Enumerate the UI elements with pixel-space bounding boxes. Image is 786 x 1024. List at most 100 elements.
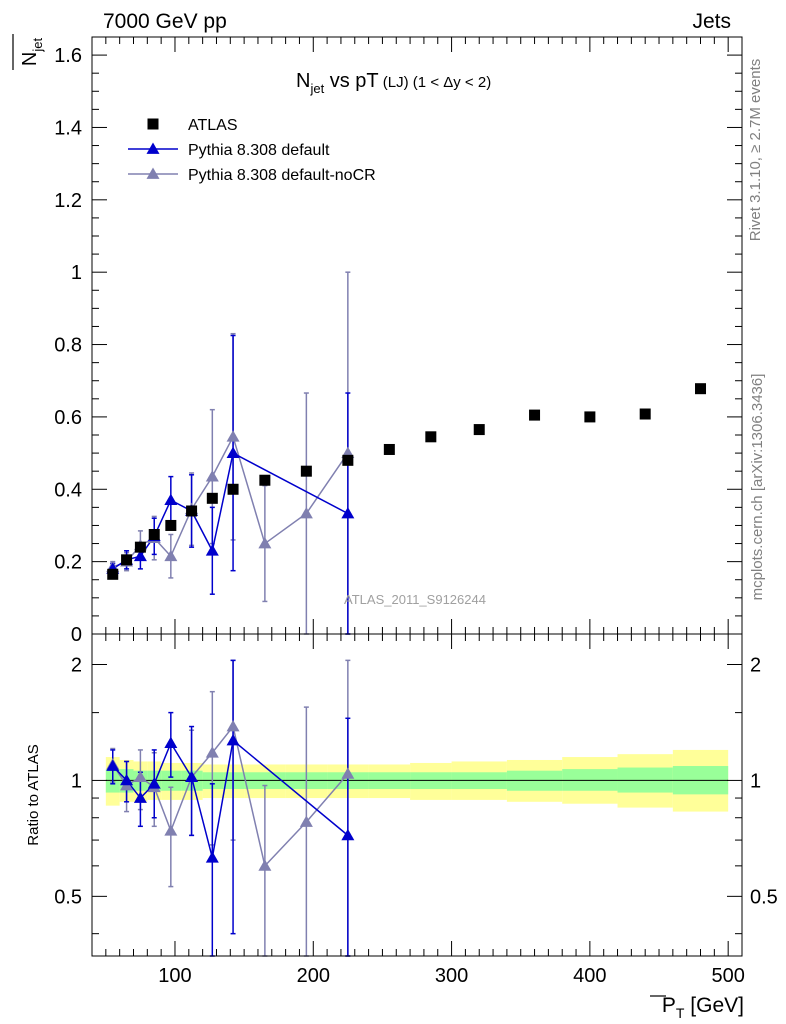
point-nocr [205,470,219,482]
plot-title-rest: vs pT [324,70,378,92]
legend-marker-square [147,118,159,130]
point-atlas [148,529,160,540]
plot-title: Njet vs pT (LJ) (1 < Δy < 2) [296,70,491,96]
legend-entry-atlas: ATLAS [147,117,238,134]
x-tick-label: 200 [297,965,330,987]
axis-tick-labels: 100 200 300 400 500 0 0.2 0.4 0.6 0.8 1 1.2 1.4 1.6 0.… [54,45,778,987]
ratio-point-default [147,777,161,789]
x-tick-label: 300 [435,965,468,987]
point-atlas [121,554,133,566]
y-tick-label: 0.8 [54,335,82,357]
legend-entry-default: Pythia 8.308 default [128,142,330,159]
point-nocr [226,430,240,442]
ratio-y-tick-label-right: 1 [750,770,761,792]
y-tick-label: 1.4 [54,117,82,139]
legend-marker-triangle [146,142,160,154]
y-tick-label: 1.6 [54,45,82,67]
point-nocr [258,537,272,549]
y-tick-label: 0.4 [54,479,82,501]
point-atlas [134,541,146,553]
line-default [112,451,349,570]
y-tick-label: 0.2 [54,552,82,574]
ratio-point-default [205,851,219,863]
svg-text:Njet: Njet [19,38,45,67]
y-axis-label-main: N [19,52,41,66]
ratio-point-nocr [258,859,272,871]
ratio-y-tick-label-right: 0.5 [750,886,778,908]
plot-title-main: N [296,70,310,92]
point-atlas [383,443,395,455]
point-atlas [529,409,541,421]
plot-title-sub: jet [309,81,324,96]
point-atlas [584,411,596,423]
x-axis-label: PT [GeV] [650,994,744,1021]
y-tick-label: 1.2 [54,190,82,212]
ratio-point-nocr [341,767,355,779]
ratio-point-nocr [299,815,313,827]
ratio-point-default [341,828,355,841]
point-default [133,549,147,562]
ratio-point-nocr [133,770,147,782]
point-default [226,446,240,458]
point-atlas [300,465,312,477]
ratio-point-nocr [164,824,178,836]
ratio-y-tick-label: 2 [71,654,82,676]
axis-ticks [92,37,742,956]
main-plot-content [106,271,707,635]
point-nocr [164,549,178,562]
svg-text:PT [GeV]: PT [GeV] [662,994,744,1021]
point-default [205,544,219,556]
ratio-plot-content [106,659,355,957]
ratio-y-axis-label: Ratio to ATLAS [25,744,42,845]
ratio-plot-frame [91,633,743,957]
point-atlas [695,383,707,395]
point-atlas [107,568,119,580]
ratio-point-nocr [226,720,240,732]
legend-label: Pythia 8.308 default [188,142,330,159]
x-tick-label: 500 [711,965,744,987]
legend-label: ATLAS [188,117,238,134]
legend-label: Pythia 8.308 default-noCR [188,167,376,184]
y-tick-label: 1 [71,262,82,284]
y-tick-label: 0.6 [54,407,82,429]
ratio-point-default [133,791,147,803]
ratio-y-tick-label-right: 2 [750,654,761,676]
plot-title-small: (LJ) (1 < Δy < 2) [379,74,492,91]
ratio-point-default [164,736,178,748]
ratio-y-tick-label: 0.5 [54,886,82,908]
x-tick-label: 400 [573,965,606,987]
y-tick-label: 0 [71,624,82,646]
legend-marker-triangle [146,167,160,179]
x-axis-label-main: P [662,994,676,1017]
point-default [341,507,355,519]
analysis-id-watermark: ATLAS_2011_S9126244 [344,592,486,607]
point-nocr [299,507,313,519]
ratio-point-default [120,773,134,786]
x-tick-label: 100 [158,965,191,987]
ratio-point-nocr [205,746,219,758]
y-axis-label-sub: jet [30,38,45,53]
x-axis-label-unit: [GeV] [684,994,744,1017]
ratio-point-default [226,733,240,746]
point-atlas [425,431,437,443]
point-atlas [206,492,218,504]
header-energy-label: 7000 GeV pp [103,10,227,33]
ratio-point-default [106,759,120,771]
point-atlas [639,408,651,420]
point-atlas [186,505,198,517]
legend: ATLAS Pythia 8.308 default Pythia 8.308 de… [128,117,376,184]
rivet-version-label: Rivet 3.1.10, ≥ 2.7M events [747,59,764,242]
point-atlas [165,519,177,531]
point-default [164,493,178,506]
point-atlas [259,474,271,486]
point-atlas [342,454,354,466]
x-axis-label-sub: T [676,1005,685,1021]
point-atlas [227,483,239,495]
header-jets-label: Jets [692,10,731,33]
y-axis-label: Njet [12,34,45,70]
ratio-point-default [185,770,199,782]
legend-entry-nocr: Pythia 8.308 default-noCR [128,167,376,184]
mcplots-reference-label: mcplots.cern.ch [arXiv:1306.3436] [749,374,766,601]
ratio-y-tick-label: 1 [71,770,82,792]
